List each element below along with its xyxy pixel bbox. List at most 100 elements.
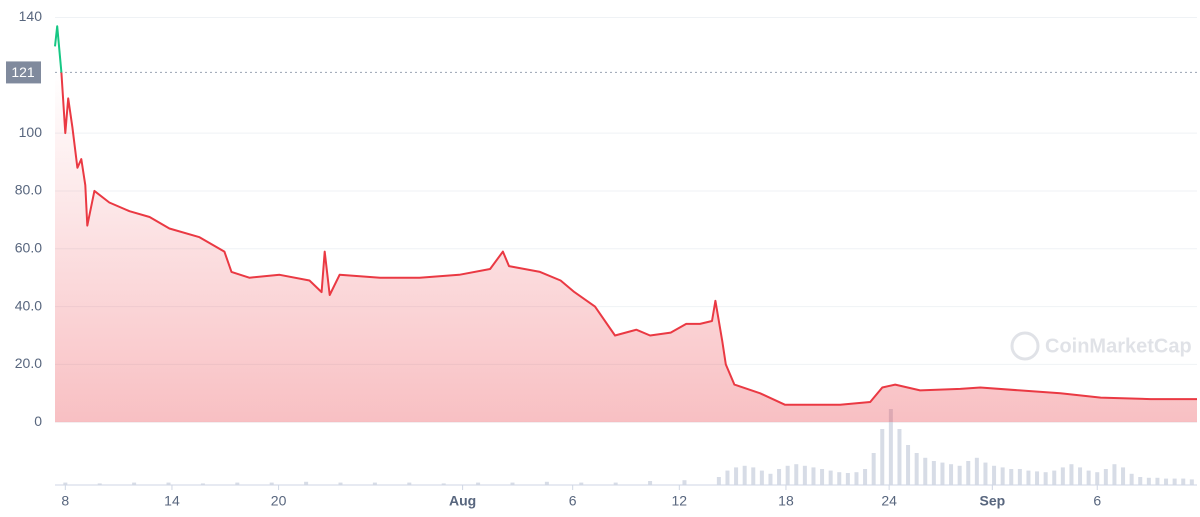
volume-bar	[1052, 470, 1057, 485]
volume-bar	[1138, 477, 1143, 485]
watermark: CoinMarketCap	[1010, 331, 1192, 361]
volume-bar	[785, 465, 790, 485]
volume-bar	[1129, 473, 1134, 485]
x-tick-label: 24	[881, 493, 897, 509]
y-tick-label: 140	[19, 8, 43, 24]
y-tick-label: 60.0	[15, 239, 42, 255]
volume-bar	[983, 462, 988, 485]
volume-bar	[751, 467, 756, 485]
y-tick-label: 20.0	[15, 355, 42, 371]
volume-bar	[648, 481, 653, 485]
volume-bar	[940, 462, 945, 485]
volume-bar	[716, 477, 721, 485]
watermark-logo	[1010, 331, 1040, 361]
volume-bar	[544, 481, 549, 485]
volume-bar	[372, 482, 377, 485]
x-tick-label: Aug	[449, 493, 476, 509]
volume-bar	[992, 465, 997, 485]
volume-bar	[510, 482, 515, 485]
y-tick-label: 80.0	[15, 182, 42, 198]
volume-bar	[1026, 470, 1031, 485]
volume-bar	[871, 453, 876, 485]
volume-bar	[63, 482, 68, 485]
volume-bar	[828, 470, 833, 485]
volume-bar	[1164, 478, 1169, 485]
price-line	[54, 25, 1197, 406]
volume-bar	[1078, 467, 1083, 485]
volume-bar	[613, 482, 618, 485]
volume-bar	[407, 482, 412, 485]
volume-bar	[794, 464, 799, 485]
volume-bar	[304, 481, 309, 485]
volume-bar	[476, 482, 481, 485]
volume-bar	[1060, 467, 1065, 485]
volume-bar	[837, 472, 842, 485]
reference-label-bg	[6, 61, 41, 84]
y-tick-label: 0	[34, 413, 42, 429]
volume-bar	[820, 469, 825, 485]
volume-bar	[906, 445, 911, 485]
volume-bar	[682, 480, 687, 485]
x-tick-label: Sep	[979, 493, 1005, 509]
volume-bar	[132, 482, 137, 485]
x-tick-label: 12	[672, 493, 688, 509]
volume-bar	[1146, 477, 1151, 485]
volume-bar	[957, 465, 962, 485]
volume-bar	[777, 469, 782, 485]
volume-bar	[1043, 472, 1048, 485]
volume-bar	[1086, 470, 1091, 485]
volume-bar	[235, 482, 240, 485]
volume-bar	[1155, 477, 1160, 485]
x-tick-label: 20	[271, 493, 287, 509]
volume-bar	[1172, 478, 1177, 485]
volume-bar	[441, 483, 446, 485]
volume-bar	[888, 409, 893, 485]
volume-bar	[1112, 464, 1117, 485]
price-area	[55, 72, 1197, 423]
volume-bar	[897, 429, 902, 485]
volume-bar	[854, 472, 859, 485]
volume-bar	[966, 461, 971, 485]
x-tick-label: 6	[569, 493, 577, 509]
volume-bar	[579, 482, 584, 485]
volume-bar	[1000, 467, 1005, 485]
volume-bar	[880, 429, 885, 485]
x-tick-label: 14	[164, 493, 180, 509]
volume-bar	[759, 470, 764, 485]
volume-bar	[931, 461, 936, 485]
volume-bar	[1017, 469, 1022, 485]
volume-bar	[1009, 469, 1014, 485]
volume-bar	[845, 473, 850, 485]
volume-bar	[811, 467, 816, 485]
volume-bar	[1069, 464, 1074, 485]
volume-bar	[1181, 478, 1186, 485]
reference-label: 121	[11, 64, 35, 80]
volume-bar	[1035, 471, 1040, 485]
volume-bar	[1103, 469, 1108, 485]
volume-bar	[974, 457, 979, 485]
x-tick-label: 18	[778, 493, 794, 509]
volume-bar	[200, 483, 205, 485]
volume-bar	[269, 482, 274, 485]
watermark-text: CoinMarketCap	[1045, 335, 1192, 357]
volume-bar	[914, 453, 919, 485]
x-tick-label: 8	[61, 493, 69, 509]
volume-bar	[1121, 467, 1126, 485]
volume-bar	[97, 483, 102, 485]
y-tick-label: 40.0	[15, 297, 42, 313]
volume-bar	[734, 467, 739, 485]
x-tick-label: 6	[1093, 493, 1101, 509]
y-tick-label: 100	[19, 124, 43, 140]
volume-bar	[802, 465, 807, 485]
volume-bar	[742, 465, 747, 485]
volume-bar	[338, 482, 343, 485]
volume-bar	[768, 473, 773, 485]
volume-bar	[863, 469, 868, 485]
volume-bar	[1189, 479, 1194, 485]
volume-bar	[949, 464, 954, 485]
volume-bar	[166, 482, 171, 485]
volume-bar	[725, 470, 730, 485]
volume-bar	[923, 457, 928, 485]
